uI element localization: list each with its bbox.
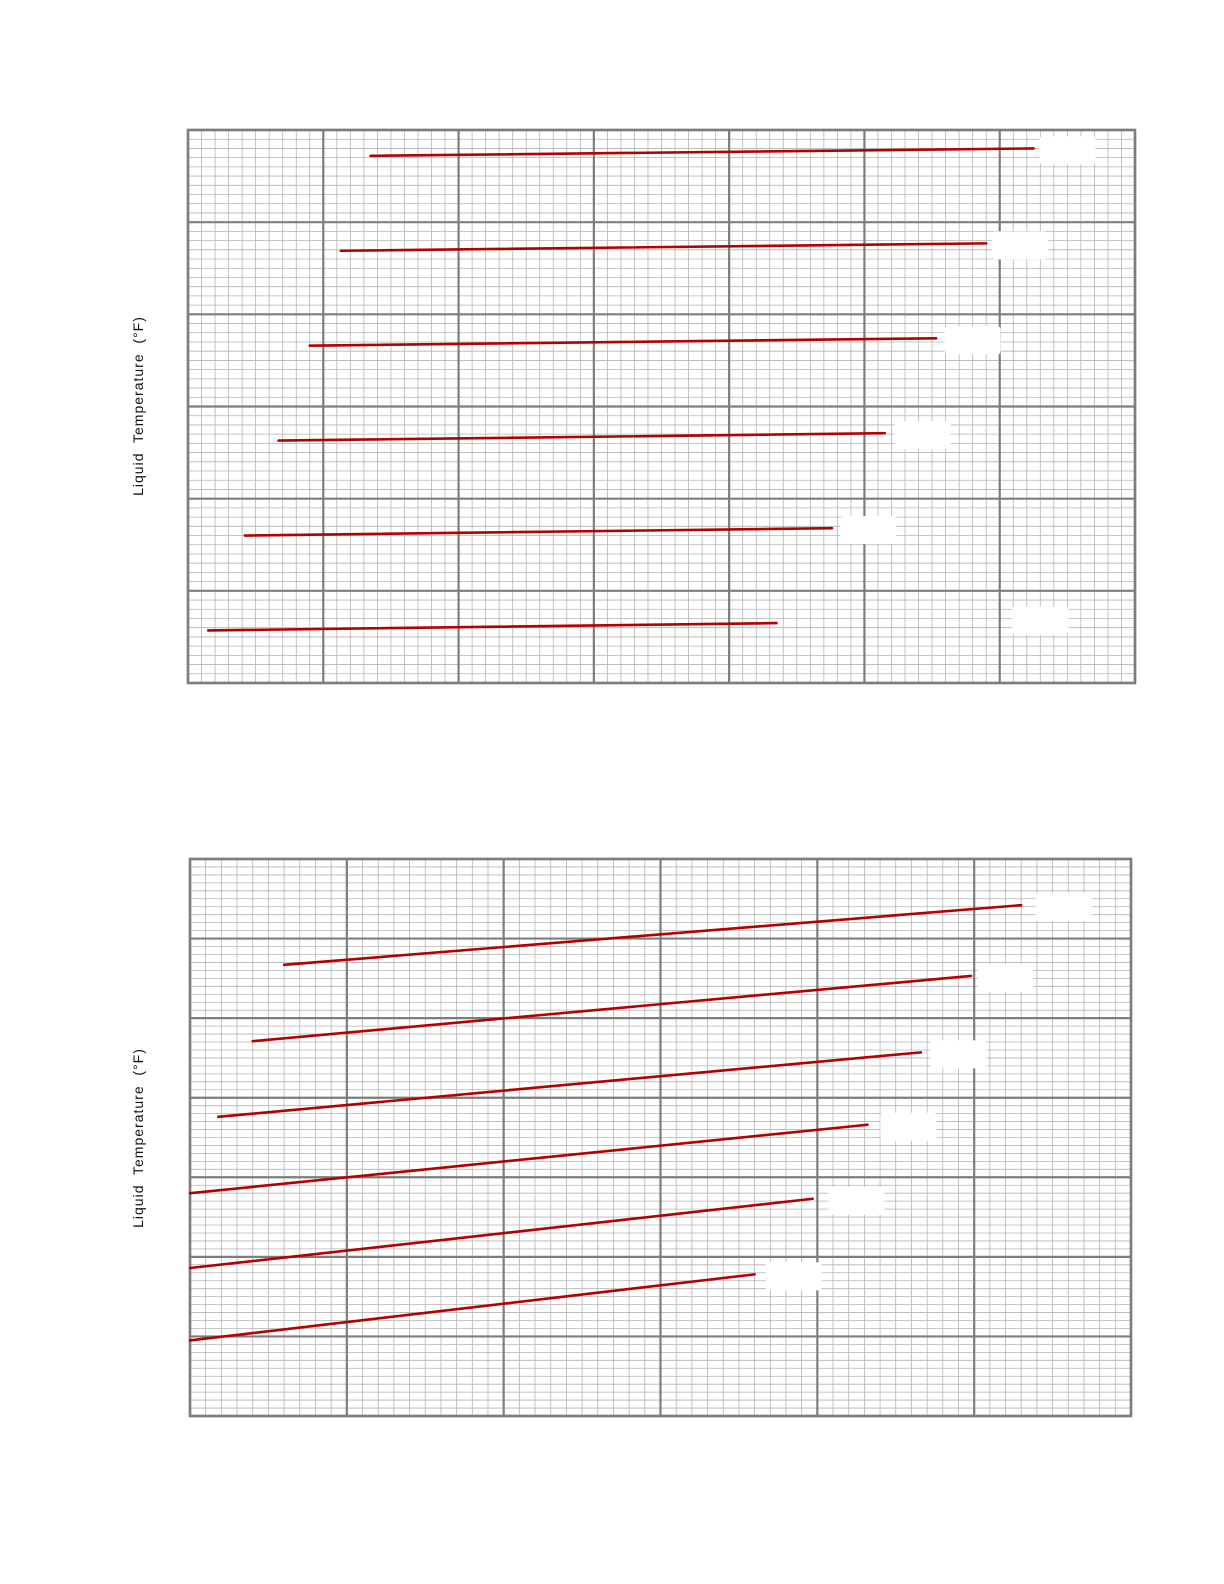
chart-top <box>186 128 1137 685</box>
series-line <box>277 431 887 442</box>
series-line <box>243 526 834 537</box>
chart-bottom-plot <box>188 857 1133 1418</box>
series-line <box>369 147 1035 158</box>
series-line <box>206 621 778 632</box>
series-line <box>308 336 938 347</box>
plot-frame <box>188 857 1133 1418</box>
series-line <box>339 242 988 253</box>
series-line <box>216 1051 923 1119</box>
series-line <box>251 974 973 1043</box>
label-box <box>930 1040 987 1069</box>
label-box <box>880 1112 937 1141</box>
label-box <box>944 326 1001 355</box>
label-box <box>977 963 1034 992</box>
chart-bottom-y-axis-label: Liquid Temperature (°F) <box>130 1048 146 1228</box>
label-box <box>828 1186 885 1215</box>
chart-top-plot <box>186 128 1137 685</box>
chart-top-y-axis-label: Liquid Temperature (°F) <box>130 316 146 496</box>
label-box <box>1039 136 1096 165</box>
label-box <box>840 516 897 545</box>
series-line <box>282 903 1023 967</box>
series-line <box>188 1197 814 1270</box>
label-box <box>1035 893 1092 922</box>
label-box <box>765 1262 822 1291</box>
series-line <box>188 1273 756 1342</box>
label-box <box>894 421 951 450</box>
label-box <box>1012 606 1069 635</box>
label-box <box>992 231 1049 260</box>
chart-bottom <box>188 857 1133 1418</box>
plot-frame <box>186 128 1137 685</box>
series-line <box>188 1123 869 1195</box>
